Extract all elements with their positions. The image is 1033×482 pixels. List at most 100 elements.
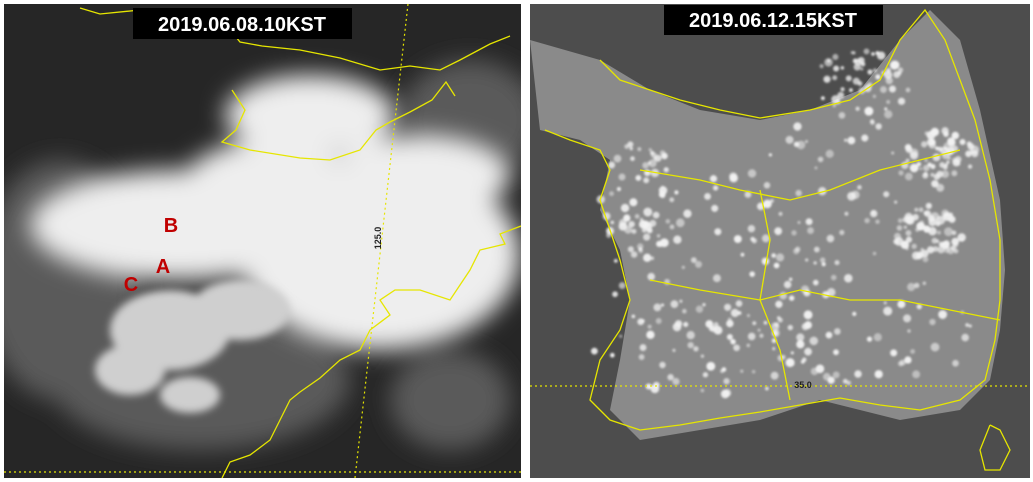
cloud-speck	[714, 228, 722, 236]
cloud-speck	[763, 181, 771, 189]
cloud-speck	[845, 75, 852, 82]
cloud-speck	[891, 151, 895, 155]
cloud-speck	[903, 225, 908, 229]
cloud-speck	[804, 347, 812, 356]
cloud-speck	[771, 253, 776, 258]
cloud-speck	[727, 317, 732, 322]
cloud-speck	[885, 77, 893, 85]
cloud-speck	[661, 152, 668, 160]
cloud-speck	[759, 333, 764, 338]
cloud-speck	[772, 347, 776, 351]
cloud-speck	[935, 221, 941, 227]
cloud-speck	[641, 227, 647, 233]
cloud-speck	[873, 68, 877, 73]
cloud-speck	[776, 316, 781, 320]
cloud-speck	[761, 234, 770, 243]
cloud-speck	[695, 305, 704, 313]
cloud-speck	[628, 220, 635, 228]
cloud-speck	[946, 160, 950, 164]
cloud-speck	[693, 346, 699, 352]
cloud-speck	[907, 329, 911, 333]
cloud-speck	[713, 325, 723, 335]
cloud-speck	[642, 162, 649, 169]
cloud-speck	[939, 242, 945, 248]
cloud-speck	[672, 377, 680, 386]
cloud-speck	[897, 300, 906, 309]
cloud-speck	[850, 50, 854, 55]
cloud-speck	[894, 200, 898, 204]
cloud-speck	[953, 248, 959, 254]
cloud-speck	[842, 378, 848, 384]
cloud-speck	[814, 166, 818, 170]
cloud-speck	[858, 87, 866, 95]
marker-label: A	[156, 256, 170, 278]
cloud-speck	[861, 134, 869, 142]
cloud-speck	[789, 277, 793, 281]
cloud-speck	[590, 347, 598, 355]
cloud-speck	[669, 197, 675, 203]
timestamp-box	[133, 8, 352, 39]
cloud-speck	[635, 174, 642, 181]
cloud-speck	[704, 193, 711, 200]
coastline	[220, 80, 456, 161]
cloud-speck	[952, 359, 959, 367]
province-line	[649, 279, 1001, 321]
cloud-speck	[941, 127, 949, 135]
cloud-speck	[726, 334, 733, 341]
cloud-speck	[942, 212, 951, 221]
cloud-speck	[817, 156, 824, 163]
cloud-speck	[943, 240, 951, 247]
cloud-speck	[643, 177, 650, 184]
cloud-speck	[653, 381, 660, 389]
cloud-speck	[641, 319, 645, 323]
cloud-speck	[931, 237, 938, 244]
cloud-speck	[795, 246, 801, 252]
cloud-speck	[795, 189, 802, 197]
cloud-speck	[837, 91, 845, 99]
marker-label: C	[124, 274, 138, 296]
cloud-speck	[638, 247, 643, 252]
cloud-speck	[875, 123, 882, 130]
cloud-speck	[683, 209, 692, 218]
cloud-speck	[912, 370, 921, 379]
cloud-speck	[812, 279, 819, 286]
cloud-speck	[867, 69, 873, 75]
timestamp: 2019.06.08.10KST	[158, 14, 326, 36]
cloud-speck	[778, 211, 783, 216]
cloud-speck	[840, 66, 845, 70]
cloud-speck	[943, 146, 948, 150]
cloud-speck	[874, 370, 883, 379]
cloud-speck	[956, 161, 961, 166]
cloud-speck	[965, 150, 972, 158]
cloud-speck	[899, 359, 906, 366]
cloud-speck	[746, 343, 751, 348]
cloud-speck	[613, 259, 618, 263]
cloud-speck	[825, 331, 833, 339]
cloud-speck	[905, 229, 912, 236]
cloud-speck	[904, 172, 913, 181]
cloud-speck	[904, 356, 912, 364]
cloud-speck	[648, 159, 657, 168]
cloud-speck	[936, 183, 945, 192]
cloud-speck	[833, 65, 840, 72]
cloud-speck	[840, 87, 845, 92]
cloud-speck	[787, 324, 794, 331]
cloud-speck	[815, 364, 825, 374]
cloud-speck	[637, 147, 642, 152]
cloud-speck	[912, 213, 919, 221]
cloud-speck	[747, 169, 757, 178]
cloud-speck	[661, 185, 665, 189]
cloud-speck	[813, 246, 820, 253]
cloud-speck	[871, 52, 875, 56]
cloud-speck	[639, 344, 647, 352]
cloud-speck	[888, 85, 897, 93]
cloud-speck	[647, 272, 656, 281]
cloud-speck	[768, 153, 772, 157]
island	[979, 424, 1011, 471]
cloud-speck	[682, 308, 687, 314]
cloud-speck	[930, 212, 940, 221]
cloud-speck	[623, 214, 631, 222]
cloud-speck	[790, 361, 795, 367]
cloud-speck	[785, 135, 794, 144]
